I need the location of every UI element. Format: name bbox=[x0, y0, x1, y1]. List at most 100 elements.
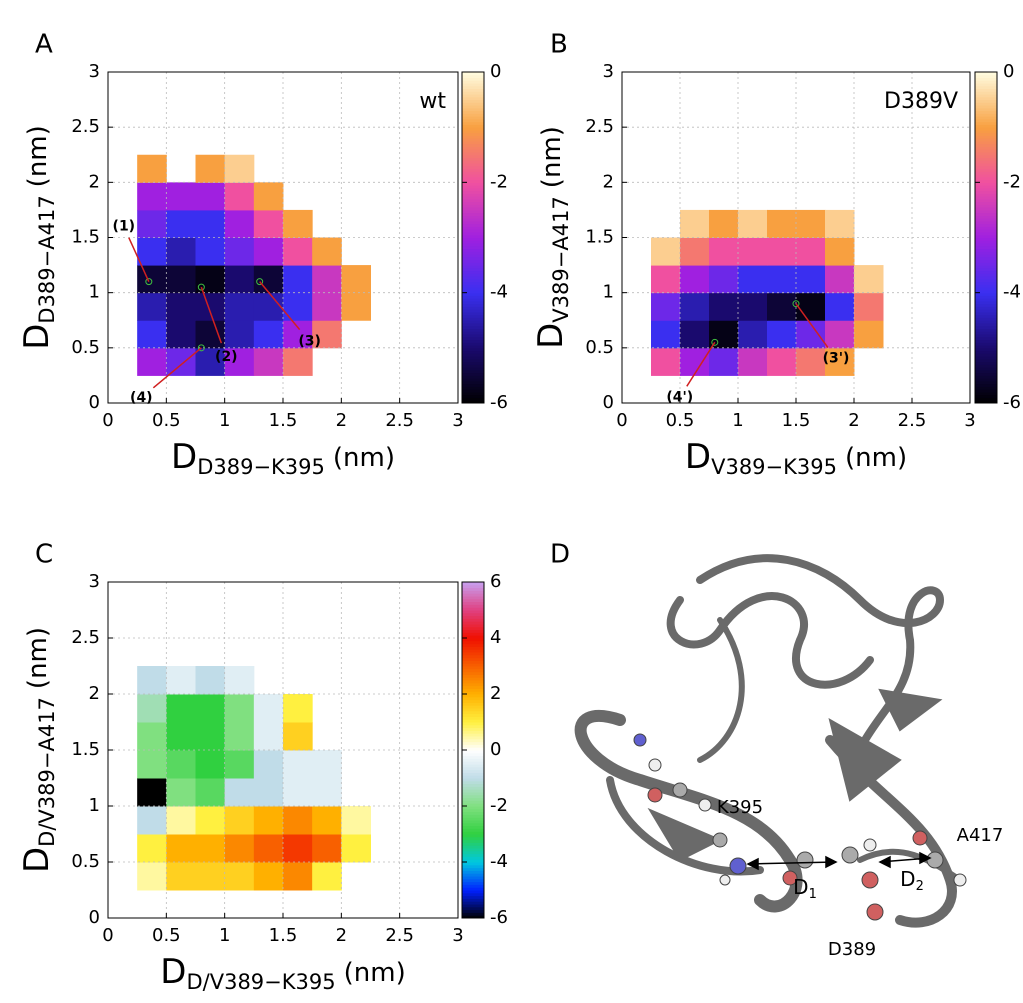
heat-cell bbox=[137, 155, 167, 183]
heat-cell bbox=[312, 778, 342, 807]
distance-main: D bbox=[900, 867, 915, 891]
annotation: (2) bbox=[215, 349, 238, 365]
x-tick-label: 1.5 bbox=[269, 410, 298, 431]
axis-label-unit: (nm) bbox=[845, 443, 907, 473]
x-tick-label: 0.5 bbox=[666, 410, 695, 431]
heat-cell bbox=[166, 238, 196, 266]
axis-label-main: D bbox=[531, 323, 571, 349]
distance-label: D1 bbox=[793, 875, 817, 902]
heat-cell bbox=[767, 320, 797, 348]
colorbar-tick-label: -6 bbox=[490, 907, 508, 928]
axis-label-sub: D389−K395 bbox=[197, 455, 325, 479]
heat-cell bbox=[825, 265, 855, 293]
heat-cell bbox=[137, 834, 167, 863]
heat-cell bbox=[341, 806, 371, 835]
y-tick-label: 0 bbox=[89, 392, 100, 413]
heat-cell bbox=[225, 862, 255, 891]
x-tick-label: 1 bbox=[219, 925, 230, 946]
heat-cell bbox=[137, 806, 167, 835]
panel-label: A bbox=[35, 30, 53, 60]
heat-cell bbox=[767, 238, 797, 266]
heat-cell bbox=[196, 210, 226, 238]
heat-cell bbox=[709, 210, 739, 238]
x-tick-label: 2 bbox=[848, 410, 859, 431]
heat-cell bbox=[137, 750, 167, 779]
residue-label: A417 bbox=[957, 825, 1004, 846]
axis-label-main: D bbox=[171, 437, 197, 477]
heat-cell bbox=[196, 722, 226, 751]
heat-cell bbox=[196, 666, 226, 695]
colorbar-tick-label: -6 bbox=[1003, 392, 1021, 413]
corner-label: D389V bbox=[884, 89, 958, 114]
colorbar-tick-label: -4 bbox=[490, 282, 508, 303]
heat-cell bbox=[137, 210, 167, 238]
annotation: (4) bbox=[130, 390, 153, 406]
heat-cell bbox=[196, 265, 226, 293]
heat-cell bbox=[312, 750, 342, 779]
heat-cell bbox=[283, 694, 313, 723]
axis-label-unit: (nm) bbox=[23, 627, 53, 689]
heat-cell bbox=[254, 182, 284, 210]
heat-cell bbox=[254, 320, 284, 348]
heat-cell bbox=[137, 293, 167, 321]
heat-cell bbox=[254, 750, 284, 779]
axis-label-unit: (nm) bbox=[537, 126, 567, 188]
colorbar-tick-label: -6 bbox=[490, 392, 508, 413]
heat-cell bbox=[651, 348, 681, 376]
heat-cell bbox=[166, 320, 196, 348]
heat-cell bbox=[283, 834, 313, 863]
distance-main: D bbox=[793, 875, 808, 899]
heat-cell bbox=[254, 238, 284, 266]
heat-cell bbox=[767, 210, 797, 238]
heat-cell bbox=[166, 348, 196, 376]
residue-label: K395 bbox=[717, 797, 763, 818]
corner-label: wt bbox=[419, 89, 446, 114]
heat-cell bbox=[312, 293, 342, 321]
axis-label-unit: (nm) bbox=[23, 125, 53, 187]
heat-cell bbox=[312, 806, 342, 835]
heat-cell bbox=[283, 238, 313, 266]
heat-cell bbox=[738, 265, 768, 293]
heat-cell bbox=[225, 238, 255, 266]
heat-cell bbox=[709, 238, 739, 266]
axis-label-main: D bbox=[685, 437, 711, 477]
heat-cell bbox=[312, 265, 342, 293]
heat-cell bbox=[196, 694, 226, 723]
x-tick-label: 0 bbox=[102, 925, 113, 946]
heat-cell bbox=[254, 722, 284, 751]
heat-cell bbox=[312, 834, 342, 863]
heat-cell bbox=[166, 806, 196, 835]
x-tick-label: 2.5 bbox=[898, 410, 927, 431]
panel-label: D bbox=[550, 540, 570, 570]
heat-cell bbox=[283, 750, 313, 779]
heat-cell bbox=[225, 265, 255, 293]
heat-cell bbox=[166, 778, 196, 807]
heat-cell bbox=[283, 210, 313, 238]
heat-cell bbox=[680, 348, 710, 376]
y-tick-label: 1 bbox=[603, 282, 614, 303]
axis-label: DD/V389−K395(nm) bbox=[160, 952, 405, 995]
heat-cell bbox=[225, 694, 255, 723]
heat-cell bbox=[196, 834, 226, 863]
y-tick-label: 2.5 bbox=[71, 627, 100, 648]
y-tick-label: 2 bbox=[89, 171, 100, 192]
heat-cell bbox=[796, 238, 826, 266]
axis-label-sub: D/V389−A417 bbox=[35, 697, 59, 847]
y-tick-label: 1 bbox=[89, 282, 100, 303]
x-tick-label: 1.5 bbox=[269, 925, 298, 946]
colorbar-tick-label: 4 bbox=[490, 627, 501, 648]
heat-cell bbox=[283, 293, 313, 321]
heat-cell bbox=[196, 320, 226, 348]
colorbar-tick-label: -2 bbox=[490, 171, 508, 192]
heat-cell bbox=[225, 210, 255, 238]
heat-cell bbox=[738, 293, 768, 321]
heat-cell bbox=[254, 834, 284, 863]
panel: A00.511.522.5300.511.522.53DD389−K395(nm… bbox=[17, 30, 508, 480]
axis-label: DD389−K395(nm) bbox=[171, 437, 395, 480]
heat-cell bbox=[651, 293, 681, 321]
heat-cell bbox=[767, 293, 797, 321]
heat-cell bbox=[283, 348, 313, 376]
panel: C00.511.522.5300.511.522.53DD/V389−K395(… bbox=[17, 540, 508, 995]
residue-label: D389 bbox=[828, 939, 876, 960]
colorbar-tick-label: 0 bbox=[1003, 61, 1014, 82]
